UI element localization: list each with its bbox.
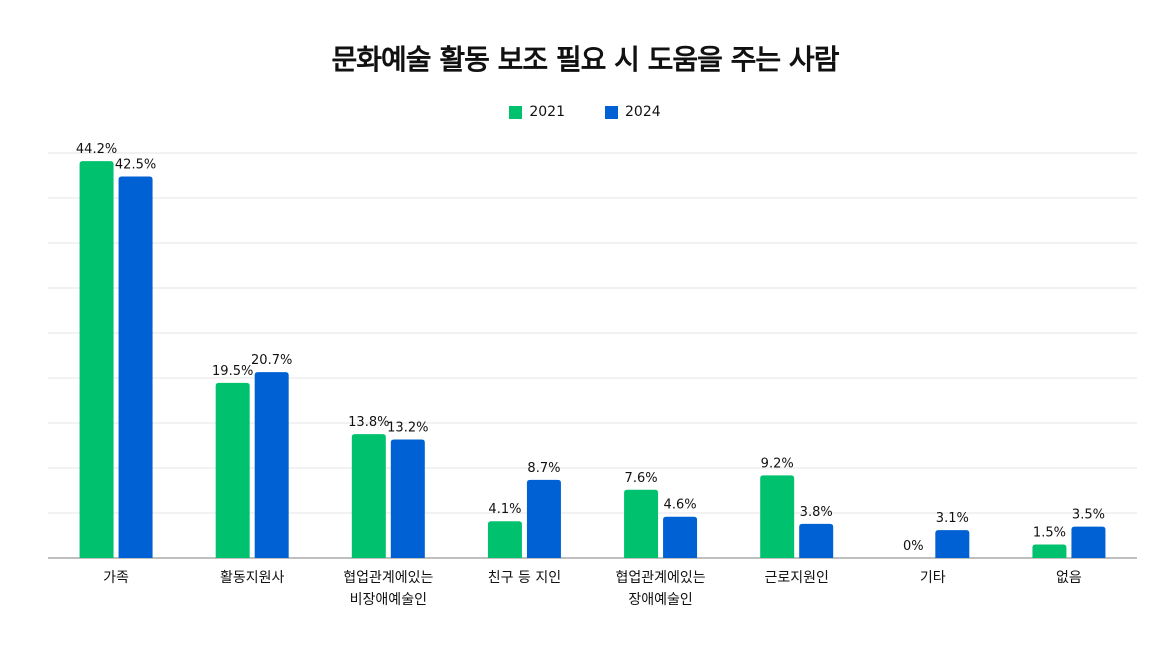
data-label-2024: 3.1% (936, 511, 969, 526)
bar-2024 (526, 479, 561, 558)
bar-2024 (1071, 526, 1106, 558)
bar-2024 (935, 530, 970, 558)
data-label-2021: 4.1% (488, 502, 521, 517)
legend: 2021 2024 (0, 104, 1170, 120)
legend-swatch-2021 (509, 105, 523, 119)
data-label-2024: 8.7% (527, 461, 560, 476)
data-label-2024: 42.5% (115, 157, 156, 172)
category-label: 비장애예술인 (350, 592, 427, 608)
bar-2024 (254, 372, 289, 558)
category-label: 기타 (920, 570, 946, 586)
data-label-2021: 1.5% (1033, 526, 1066, 541)
bar-2024 (663, 516, 698, 558)
category-label: 장애예술인 (628, 592, 692, 608)
legend-item-2021: 2021 (509, 104, 565, 120)
bar-2021 (215, 382, 250, 558)
data-label-2021: 9.2% (761, 456, 794, 471)
bar-2021 (624, 489, 659, 558)
data-label-2021: 44.2% (76, 142, 117, 157)
legend-swatch-2024 (605, 105, 618, 119)
bar-2021 (79, 161, 114, 558)
bar-2024 (390, 439, 425, 558)
category-label: 협업관계에있는 (615, 570, 705, 586)
data-label-2021: 19.5% (212, 364, 253, 379)
legend-label-2021: 2021 (529, 104, 565, 120)
legend-item-2024: 2024 (605, 104, 661, 120)
bar-2021 (1032, 544, 1067, 558)
bar-2021 (487, 521, 522, 558)
category-label: 활동지원사 (220, 570, 285, 586)
bar-2024 (799, 523, 834, 558)
bar-2021 (760, 475, 795, 558)
bar-2024 (118, 176, 153, 558)
category-label: 가족 (103, 570, 129, 586)
chart-title: 문화예술 활동 보조 필요 시 도움을 주는 사람 (331, 43, 840, 76)
data-label-2024: 3.5% (1072, 508, 1105, 523)
data-label-2021: 13.8% (348, 415, 389, 430)
bar-2021 (351, 434, 386, 558)
data-label-2024: 13.2% (387, 420, 428, 435)
category-label: 없음 (1056, 570, 1082, 586)
data-label-2024: 20.7% (251, 353, 292, 368)
data-label-2024: 4.6% (664, 498, 697, 513)
category-label: 친구 등 지인 (488, 570, 561, 586)
data-label-2024: 3.8% (800, 505, 833, 520)
legend-label-2024: 2024 (625, 104, 661, 120)
category-label: 근로지원인 (764, 570, 828, 586)
category-label: 협업관계에있는 (343, 570, 433, 586)
data-label-2021: 0% (903, 539, 924, 554)
data-label-2021: 7.6% (625, 471, 658, 486)
